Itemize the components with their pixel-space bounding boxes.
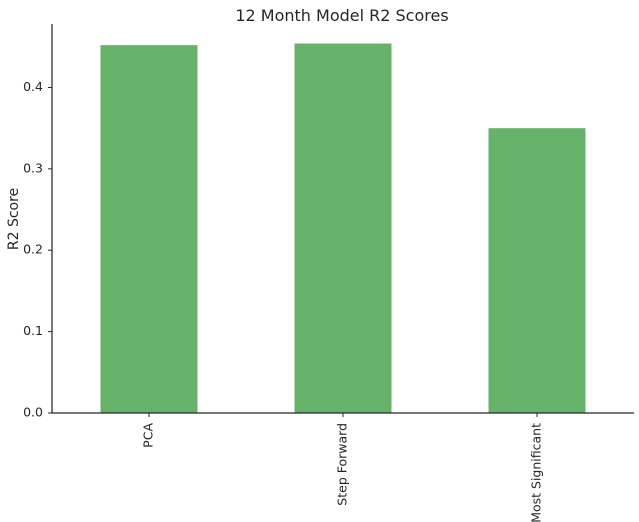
x-tick-label: Step Forward — [335, 423, 350, 506]
chart-title: 12 Month Model R2 Scores — [235, 6, 448, 25]
y-tick-label: 0.3 — [23, 160, 43, 175]
y-tick-label: 0.1 — [23, 323, 43, 338]
x-tick-label: Most Significant — [529, 423, 544, 522]
y-ticks-group: 0.0 0.1 0.2 0.3 0.4 — [23, 79, 52, 420]
bar-step-forward — [294, 43, 392, 414]
y-tick-label: 0.0 — [23, 405, 43, 420]
bar-pca — [100, 45, 198, 413]
y-axis-label: R2 Score — [6, 188, 22, 250]
y-tick-label: 0.4 — [23, 79, 43, 94]
x-ticks-group: PCA Step Forward Most Significant — [141, 413, 544, 522]
bars-group — [100, 43, 586, 414]
bar-most-significant — [488, 128, 586, 413]
x-tick-label: PCA — [141, 423, 156, 448]
y-tick-label: 0.2 — [23, 242, 43, 257]
